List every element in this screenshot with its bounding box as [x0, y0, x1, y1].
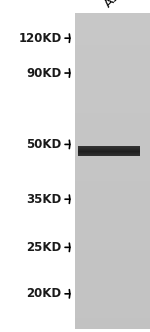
Bar	[75, 239, 150, 245]
Bar	[75, 24, 150, 29]
Bar	[75, 71, 150, 76]
Text: 35KD: 35KD	[26, 193, 62, 206]
Bar	[75, 171, 150, 176]
Bar	[75, 260, 150, 266]
Bar	[75, 55, 150, 60]
Bar	[75, 276, 150, 282]
Bar	[78, 153, 140, 154]
Bar	[75, 176, 150, 182]
Bar	[75, 97, 150, 103]
Text: 50KD: 50KD	[26, 138, 62, 151]
Bar	[75, 234, 150, 239]
Bar	[75, 282, 150, 287]
Bar	[75, 182, 150, 187]
Bar	[75, 13, 150, 329]
Bar	[75, 266, 150, 271]
Bar	[75, 271, 150, 276]
Bar	[75, 150, 150, 155]
Bar	[75, 203, 150, 208]
Text: 90KD: 90KD	[26, 66, 62, 80]
Bar	[78, 147, 140, 148]
Bar	[75, 145, 150, 150]
Bar	[75, 287, 150, 292]
Bar	[75, 119, 150, 124]
Bar	[75, 13, 150, 19]
Bar	[75, 223, 150, 229]
Bar	[75, 134, 150, 139]
Bar	[75, 124, 150, 129]
Bar	[75, 166, 150, 171]
Text: 120KD: 120KD	[18, 32, 62, 45]
Bar	[78, 149, 140, 150]
Bar	[75, 129, 150, 134]
Bar	[75, 218, 150, 223]
Bar	[75, 103, 150, 108]
Bar	[75, 60, 150, 66]
Bar	[75, 155, 150, 160]
Bar	[75, 213, 150, 218]
Bar	[75, 250, 150, 255]
Text: A549: A549	[102, 0, 134, 10]
Text: 25KD: 25KD	[26, 241, 62, 254]
Bar	[75, 19, 150, 24]
Bar	[75, 255, 150, 260]
Bar	[75, 34, 150, 40]
Bar	[75, 45, 150, 50]
Bar	[75, 302, 150, 308]
Bar	[75, 308, 150, 313]
Bar	[75, 192, 150, 197]
Bar	[75, 187, 150, 192]
Bar	[78, 148, 140, 149]
Bar	[75, 66, 150, 71]
Bar	[75, 113, 150, 119]
Bar	[78, 151, 140, 152]
Bar	[75, 297, 150, 302]
Bar	[75, 108, 150, 113]
Bar	[75, 229, 150, 234]
Bar	[75, 323, 150, 329]
Bar	[75, 139, 150, 145]
Bar	[75, 92, 150, 97]
Bar	[75, 318, 150, 323]
Bar	[78, 152, 140, 153]
Bar	[75, 29, 150, 34]
Bar	[75, 50, 150, 55]
Bar	[75, 82, 150, 87]
Bar	[75, 40, 150, 45]
Bar	[75, 292, 150, 297]
Bar	[78, 146, 140, 147]
Bar	[75, 197, 150, 203]
Bar	[78, 155, 140, 156]
Bar	[75, 87, 150, 92]
Bar	[75, 313, 150, 318]
Bar	[75, 208, 150, 213]
Text: 20KD: 20KD	[26, 287, 61, 300]
Bar	[75, 76, 150, 82]
Bar	[75, 245, 150, 250]
Bar	[75, 160, 150, 166]
